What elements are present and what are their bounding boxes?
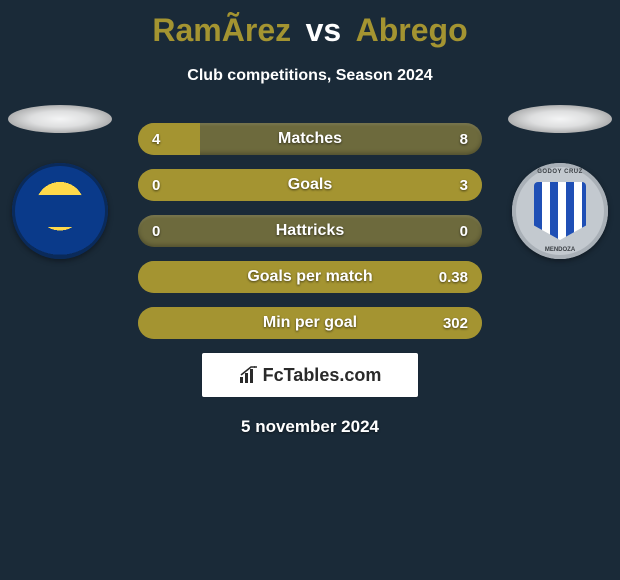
badge-left-label: CABJ: [44, 205, 76, 217]
stat-bar: 48Matches: [138, 123, 482, 155]
badge-right-ring-bottom: MENDOZA: [512, 247, 608, 253]
crest-left: CABJ: [8, 105, 112, 259]
player-right-name: Abrego: [356, 12, 468, 48]
comparison-title: RamÃ­rez vs Abrego: [0, 0, 620, 49]
club-badge-left: CABJ: [12, 163, 108, 259]
stat-label: Goals: [138, 169, 482, 201]
halo-ellipse: [8, 105, 112, 133]
crest-right: GODOY CRUZ MENDOZA: [508, 105, 612, 259]
stat-label: Min per goal: [138, 307, 482, 339]
brand-box: FcTables.com: [202, 353, 418, 397]
stat-label: Matches: [138, 123, 482, 155]
stat-bars: 48Matches 03Goals 00Hattricks 0.38Goals per…: [138, 123, 482, 339]
title-vs: vs: [306, 12, 342, 48]
stat-bar: 03Goals: [138, 169, 482, 201]
stat-label: Goals per match: [138, 261, 482, 293]
club-badge-right: GODOY CRUZ MENDOZA: [512, 163, 608, 259]
date-text: 5 november 2024: [0, 417, 620, 437]
stat-label: Hattricks: [138, 215, 482, 247]
chart-icon: [239, 366, 259, 384]
stat-bar: 302Min per goal: [138, 307, 482, 339]
stat-bar: 00Hattricks: [138, 215, 482, 247]
stat-bar: 0.38Goals per match: [138, 261, 482, 293]
player-left-name: RamÃ­rez: [152, 12, 291, 48]
halo-ellipse: [508, 105, 612, 133]
brand-text: FcTables.com: [263, 365, 382, 386]
badge-right-ring-top: GODOY CRUZ: [512, 169, 608, 175]
subtitle: Club competitions, Season 2024: [0, 67, 620, 85]
